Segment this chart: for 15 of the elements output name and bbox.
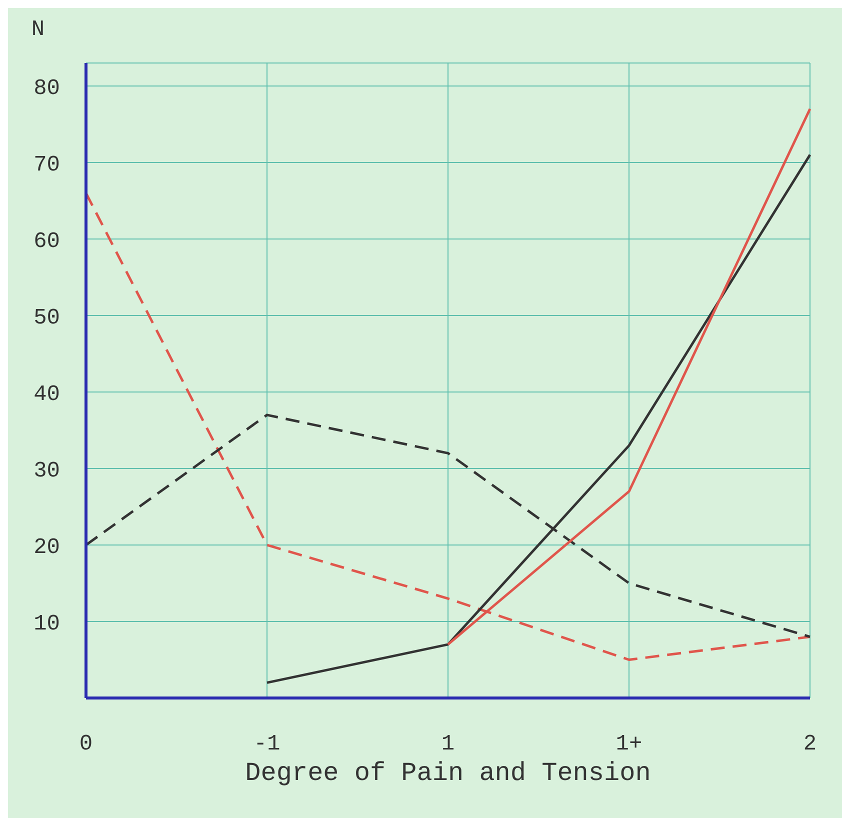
x-tick-label: 2 <box>803 732 817 757</box>
x-tick-label: 1+ <box>616 732 642 757</box>
y-tick-label: 60 <box>34 228 60 254</box>
y-axis-title: N <box>31 17 45 42</box>
y-tick-label: 80 <box>34 76 60 101</box>
y-tick-label: 10 <box>34 611 60 636</box>
x-axis-title: Degree of Pain and Tension <box>245 758 651 788</box>
y-tick-label: 40 <box>34 382 60 407</box>
y-tick-label: 30 <box>34 458 60 484</box>
x-tick-label: 0 <box>79 732 93 757</box>
y-tick-label: 50 <box>34 305 60 330</box>
y-tick-label: 20 <box>34 534 60 560</box>
x-tick-label: -1 <box>254 732 280 757</box>
y-tick-label: 70 <box>34 152 60 178</box>
x-tick-label: 1 <box>441 732 455 757</box>
